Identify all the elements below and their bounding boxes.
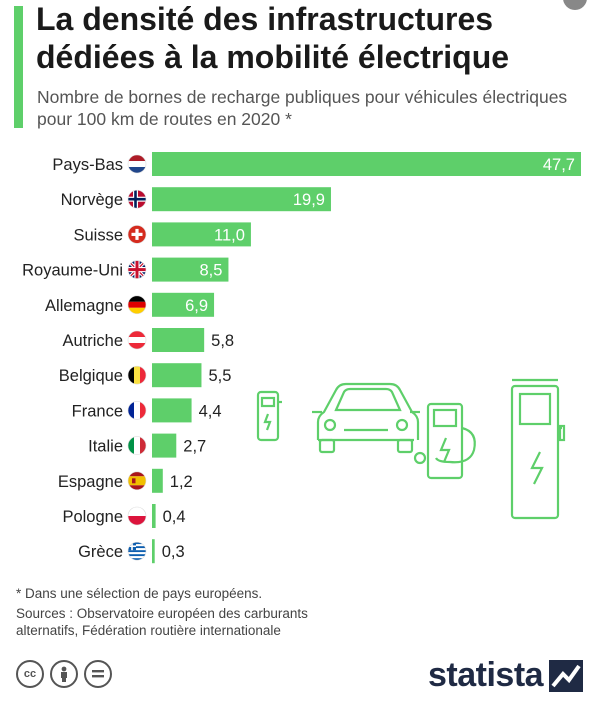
bar bbox=[152, 398, 192, 423]
title-accent-bar bbox=[14, 6, 23, 128]
statista-mark-icon bbox=[549, 659, 584, 692]
footnote: * Dans une sélection de pays européens. bbox=[16, 586, 263, 601]
chart-subtitle: Nombre de bornes de recharge publiques p… bbox=[37, 87, 568, 129]
flag-switzerland-icon bbox=[127, 225, 147, 244]
flag-france-icon bbox=[127, 401, 147, 420]
license-icons: cc bbox=[16, 660, 112, 688]
ev-illustration-icon bbox=[256, 378, 566, 520]
bar bbox=[152, 257, 229, 282]
bar bbox=[152, 433, 177, 458]
value-label: 6,9 bbox=[185, 297, 208, 315]
value-label: 1,2 bbox=[170, 473, 193, 491]
category-label: Autriche bbox=[62, 332, 123, 350]
flag-poland-icon bbox=[127, 506, 147, 526]
category-label: Belgique bbox=[59, 367, 123, 385]
bar bbox=[152, 468, 163, 493]
bar bbox=[152, 187, 331, 212]
category-label: Suisse bbox=[73, 226, 123, 244]
bar bbox=[152, 292, 215, 317]
category-label: Royaume-Uni bbox=[22, 262, 123, 280]
flag-italy-icon bbox=[127, 436, 147, 455]
bar bbox=[152, 222, 251, 247]
flag-belgium-icon bbox=[127, 365, 147, 385]
bar bbox=[152, 504, 156, 528]
corner-badge bbox=[563, 0, 587, 10]
flag-norway-icon bbox=[127, 189, 147, 209]
bar bbox=[152, 539, 155, 564]
category-label: Grèce bbox=[78, 543, 123, 561]
value-label: 0,4 bbox=[163, 508, 186, 526]
value-label: 11,0 bbox=[214, 226, 245, 244]
flag-austria-icon bbox=[127, 330, 147, 350]
value-label: 8,5 bbox=[200, 262, 223, 280]
flag-germany-icon bbox=[127, 295, 147, 315]
category-label: France bbox=[72, 402, 123, 420]
value-label: 5,8 bbox=[211, 332, 234, 350]
chart-title: La densité des infrastructures dédiées à… bbox=[36, 1, 510, 75]
bar bbox=[152, 152, 581, 176]
category-label: Espagne bbox=[58, 473, 123, 491]
value-label: 0,3 bbox=[162, 543, 185, 561]
flag-spain-icon bbox=[127, 471, 147, 491]
bar bbox=[152, 328, 205, 352]
bars-layer: Pays-Bas 47,7 Norvège 19,9 Suisse 11,0 Royaume… bbox=[22, 152, 581, 564]
value-label: 19,9 bbox=[293, 191, 325, 209]
value-label: 47,7 bbox=[543, 156, 575, 174]
value-label: 4,4 bbox=[199, 402, 222, 420]
value-label: 5,5 bbox=[208, 367, 231, 385]
sources: Sources : Observatoire européen des carb… bbox=[16, 605, 376, 639]
value-label: 2,7 bbox=[183, 438, 206, 456]
flag-uk-icon bbox=[127, 260, 147, 279]
statista-logo[interactable]: statista bbox=[428, 656, 584, 695]
category-label: Italie bbox=[88, 438, 123, 456]
cc-icon[interactable]: cc bbox=[16, 660, 44, 688]
bar bbox=[152, 363, 202, 388]
flag-netherlands-icon bbox=[127, 154, 147, 174]
flag-greece-icon bbox=[127, 541, 147, 561]
category-label: Allemagne bbox=[45, 297, 123, 315]
nd-icon[interactable] bbox=[84, 660, 112, 688]
category-label: Pays-Bas bbox=[52, 156, 123, 174]
by-icon[interactable] bbox=[50, 660, 78, 688]
sources-line-2: alternatifs, Fédération routière interna… bbox=[16, 623, 281, 638]
sources-line-1: Sources : Observatoire européen des carb… bbox=[16, 606, 308, 621]
category-label: Norvège bbox=[61, 191, 123, 209]
brand-name: statista bbox=[428, 656, 544, 694]
category-label: Pologne bbox=[62, 508, 123, 526]
bar-chart: Pays-Bas 47,7 Norvège 19,9 Suisse 11,0 Royaume… bbox=[22, 152, 581, 564]
